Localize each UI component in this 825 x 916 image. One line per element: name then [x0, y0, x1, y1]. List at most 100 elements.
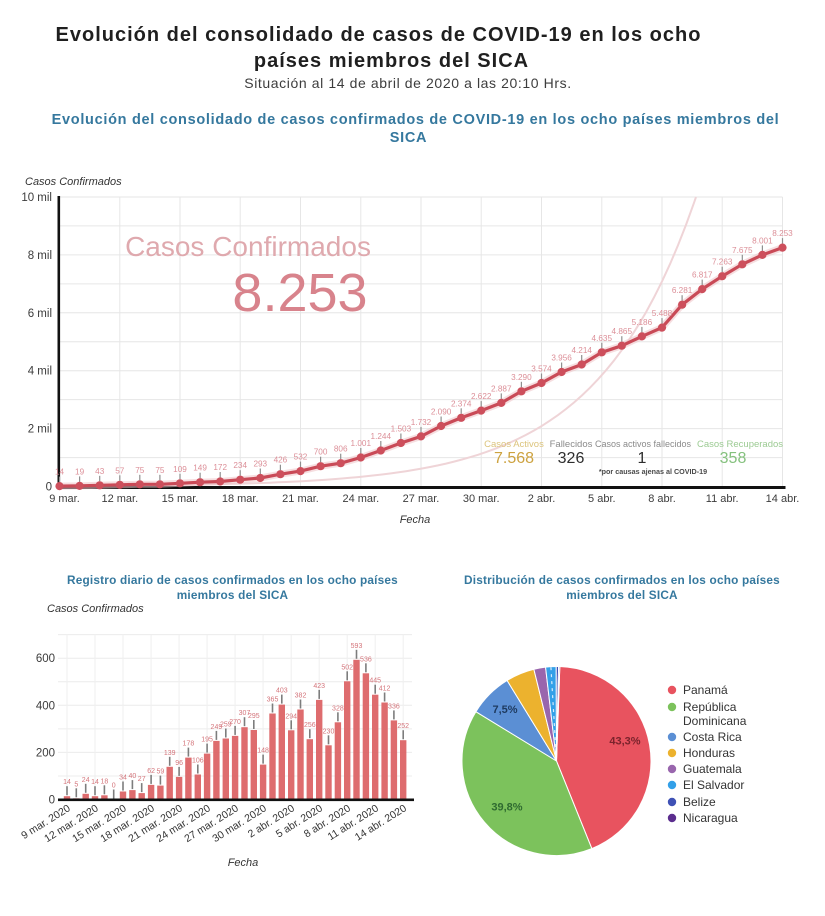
svg-text:3.956: 3.956: [551, 354, 572, 363]
svg-text:11 abr.: 11 abr.: [706, 493, 739, 505]
svg-text:El Salvador: El Salvador: [683, 778, 744, 792]
svg-text:2 mil: 2 mil: [28, 424, 52, 436]
svg-text:12 mar.: 12 mar.: [101, 493, 138, 505]
svg-text:293: 293: [253, 460, 267, 469]
svg-text:14 abr.: 14 abr.: [766, 493, 800, 505]
svg-text:4.635: 4.635: [592, 334, 613, 343]
svg-text:700: 700: [314, 448, 328, 457]
svg-text:412: 412: [379, 686, 391, 693]
svg-text:Costa Rica: Costa Rica: [683, 730, 742, 744]
svg-text:Nicaragua: Nicaragua: [683, 811, 738, 825]
svg-text:Casos Confirmados: Casos Confirmados: [25, 176, 122, 188]
svg-text:2.374: 2.374: [451, 399, 472, 408]
svg-text:7.568: 7.568: [494, 450, 534, 467]
svg-text:2.622: 2.622: [471, 392, 492, 401]
svg-text:234: 234: [233, 461, 247, 470]
svg-text:5.186: 5.186: [632, 318, 653, 327]
svg-text:3.574: 3.574: [531, 365, 552, 374]
svg-text:502: 502: [341, 664, 353, 671]
svg-text:75: 75: [135, 466, 145, 475]
svg-text:600: 600: [36, 653, 55, 665]
svg-text:2.090: 2.090: [431, 408, 452, 417]
svg-text:27 mar.: 27 mar.: [403, 493, 440, 505]
svg-text:39,8%: 39,8%: [491, 802, 522, 814]
svg-text:Casos Confirmados: Casos Confirmados: [125, 231, 371, 262]
svg-text:5: 5: [74, 781, 78, 788]
svg-text:1.244: 1.244: [371, 432, 392, 441]
svg-text:24: 24: [82, 777, 90, 784]
svg-text:5 abr.: 5 abr.: [588, 493, 616, 505]
svg-text:Panamá: Panamá: [683, 683, 728, 697]
svg-text:7.675: 7.675: [732, 246, 753, 255]
svg-text:Dominicana: Dominicana: [683, 714, 747, 728]
svg-text:336: 336: [388, 703, 400, 710]
svg-text:8 mil: 8 mil: [28, 250, 52, 262]
svg-text:326: 326: [558, 450, 585, 467]
svg-text:358: 358: [720, 450, 747, 467]
svg-text:7.263: 7.263: [712, 258, 733, 267]
svg-text:0: 0: [112, 783, 116, 790]
svg-text:1.732: 1.732: [411, 418, 432, 427]
svg-text:14: 14: [91, 779, 99, 786]
svg-text:Casos Activos: Casos Activos: [484, 439, 544, 450]
svg-text:195: 195: [201, 737, 213, 744]
svg-text:24 mar.: 24 mar.: [342, 493, 379, 505]
svg-text:8.253: 8.253: [772, 229, 793, 238]
svg-text:200: 200: [36, 747, 55, 759]
svg-text:10 mil: 10 mil: [21, 192, 52, 204]
svg-text:43: 43: [95, 467, 105, 476]
svg-text:423: 423: [313, 683, 325, 690]
svg-text:8.001: 8.001: [752, 236, 773, 245]
svg-text:1: 1: [638, 450, 647, 467]
svg-text:178: 178: [183, 741, 195, 748]
svg-text:Fecha: Fecha: [400, 514, 431, 526]
svg-text:14: 14: [55, 468, 65, 477]
svg-text:8 abr.: 8 abr.: [648, 493, 676, 505]
svg-text:106: 106: [192, 758, 204, 765]
svg-text:256: 256: [304, 722, 316, 729]
svg-text:Casos activos fallecidos: Casos activos fallecidos: [595, 439, 692, 449]
svg-text:0: 0: [46, 482, 52, 494]
svg-text:365: 365: [267, 697, 279, 704]
svg-text:400: 400: [36, 700, 55, 712]
svg-text:249: 249: [211, 724, 223, 731]
svg-text:6.817: 6.817: [692, 271, 713, 280]
svg-text:328: 328: [332, 705, 344, 712]
svg-text:1.503: 1.503: [391, 425, 412, 434]
svg-text:21 mar.: 21 mar.: [282, 493, 319, 505]
svg-text:3.290: 3.290: [511, 373, 532, 382]
svg-text:43,3%: 43,3%: [609, 736, 640, 748]
svg-text:294: 294: [285, 713, 297, 720]
svg-text:6 mil: 6 mil: [28, 308, 52, 320]
svg-text:Honduras: Honduras: [683, 746, 735, 760]
svg-text:403: 403: [276, 688, 288, 695]
svg-text:40: 40: [129, 773, 137, 780]
svg-text:536: 536: [360, 656, 372, 663]
svg-text:59: 59: [157, 769, 165, 776]
svg-text:6.281: 6.281: [672, 286, 693, 295]
svg-text:445: 445: [369, 678, 381, 685]
svg-text:259: 259: [220, 722, 232, 729]
svg-text:57: 57: [115, 466, 125, 475]
svg-text:4 mil: 4 mil: [28, 366, 52, 378]
svg-text:27: 27: [138, 776, 146, 783]
svg-text:62: 62: [147, 768, 155, 775]
svg-text:139: 139: [164, 750, 176, 757]
svg-text:149: 149: [193, 464, 207, 473]
svg-text:148: 148: [257, 748, 269, 755]
svg-text:96: 96: [175, 760, 183, 767]
svg-text:4.865: 4.865: [612, 327, 633, 336]
svg-text:34: 34: [119, 775, 127, 782]
svg-text:Belize: Belize: [683, 795, 716, 809]
svg-text:18 mar.: 18 mar.: [222, 493, 259, 505]
svg-text:172: 172: [213, 463, 227, 472]
svg-text:Fallecidos: Fallecidos: [550, 439, 593, 450]
svg-text:4.214: 4.214: [571, 346, 592, 355]
svg-text:806: 806: [334, 445, 348, 454]
svg-text:30 mar.: 30 mar.: [463, 493, 500, 505]
svg-text:1.001: 1.001: [351, 439, 372, 448]
svg-text:Casos Recuperados: Casos Recuperados: [697, 439, 783, 450]
svg-text:295: 295: [248, 713, 260, 720]
svg-text:270: 270: [229, 719, 241, 726]
svg-text:593: 593: [351, 643, 363, 650]
